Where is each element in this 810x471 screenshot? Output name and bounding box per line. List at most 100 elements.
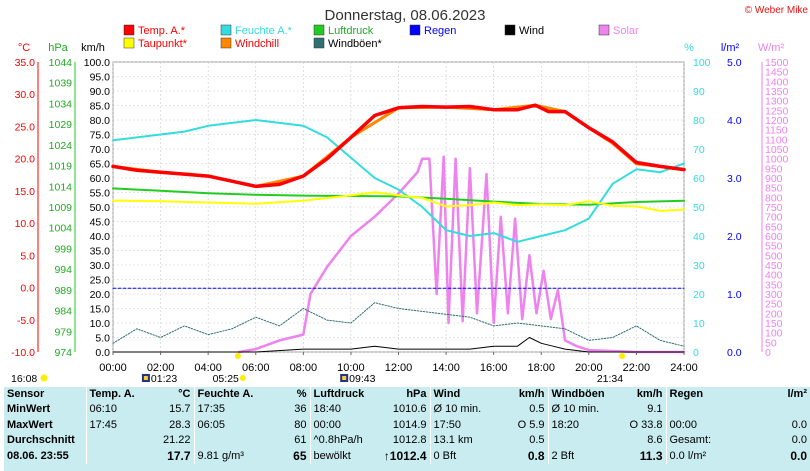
stats-cell: MaxWert	[7, 418, 53, 431]
marker-label: 16:08	[11, 373, 37, 385]
x-tick-label: 20:00	[575, 362, 603, 374]
y-tick-wind: 50.0	[90, 202, 111, 214]
sun-icon	[40, 374, 48, 382]
stats-cell: O 33.8	[629, 418, 663, 431]
y-tick-temp: 20.0	[15, 154, 36, 166]
y-tick-humidity: 80	[693, 115, 705, 127]
stats-cell: km/h	[518, 388, 545, 400]
y-tick-solar: 1100	[765, 134, 788, 146]
stats-cell: km/h	[636, 388, 663, 400]
x-tick-label: 08:00	[290, 362, 318, 374]
stats-cell: 11.3	[639, 448, 663, 463]
y-tick-pressure: 1019	[49, 161, 73, 173]
chart-title: Donnerstag, 08.06.2023	[325, 7, 486, 24]
legend-swatch	[504, 24, 516, 36]
y-tick-temp: 0.0	[20, 283, 35, 295]
y-tick-wind: 0.0	[95, 347, 110, 359]
weather-chart: Donnerstag, 08.06.2023 © Weber Mike Temp…	[11, 5, 809, 385]
stats-panel: Sensor Temp. A. °C Feuchte A.% Luftdruck hPa W…	[4, 387, 810, 471]
y-tick-pressure: 1044	[49, 57, 73, 69]
stats-header-row: Sensor Temp. A. °C Feuchte A.% Luftdruck hPa W…	[4, 387, 810, 403]
series-line-solar	[237, 155, 686, 354]
stats-cell: Regen	[665, 387, 728, 403]
stats-cell: Wind	[429, 387, 496, 403]
stats-cell: ↑1012.4	[383, 448, 427, 463]
stats-cell: 0.5	[529, 434, 545, 447]
chart-legend: Temp. A.* Feuchte A.* Luftdruck Regen Wind So…	[123, 24, 639, 50]
stats-cell: 0.0 l/m²	[665, 448, 728, 465]
legend-swatch	[220, 24, 232, 36]
y-tick-pressure: 1009	[49, 202, 73, 214]
stats-cell: Gesamt:	[665, 433, 728, 449]
stats-row: MaxWert 17:45 28.3 06:05 80 00:00 1014.9 17:50 O…	[4, 417, 810, 434]
y-tick-solar: 1500	[765, 57, 789, 69]
y-tick-solar: 1150	[765, 125, 788, 137]
y-tick-wind: 15.0	[90, 304, 111, 316]
stats-cell: 1010.6	[392, 403, 427, 416]
marker-label: 01:23	[151, 373, 177, 385]
y-tick-solar: 150	[765, 318, 783, 330]
y-tick-humidity: 100	[693, 57, 711, 69]
legend-swatch	[123, 24, 135, 36]
stats-row: MinWert 06:10 15.7 17:35 36 18:40 1010.6 Ø 10 m…	[4, 402, 810, 418]
y-tick-rain: 3.0	[727, 173, 742, 185]
x-tick-label: 04:00	[194, 362, 222, 374]
marker-label: 09:43	[349, 373, 375, 385]
chart-series	[111, 103, 686, 354]
stats-cell	[85, 448, 140, 465]
legend-label: Temp. A.*	[138, 25, 186, 37]
y-tick-temp: 25.0	[15, 121, 36, 133]
stats-cell: 08.06. 23:55	[7, 449, 69, 462]
series-line-taupunkt	[112, 191, 685, 212]
y-tick-solar: 1200	[765, 115, 789, 127]
y-tick-humidity: 60	[693, 173, 705, 185]
stats-row: Durchschnitt 21.22 61 ^0.8hPa/h 1012.8 13.1 k…	[4, 433, 810, 449]
time-markers: 16:08 01:23 05:25 09:43 21:34	[11, 353, 626, 385]
y-tick-humidity: 90	[693, 86, 705, 98]
stats-cell: Durchschnitt	[7, 434, 75, 447]
y-tick-solar: 1300	[765, 96, 789, 108]
y-tick-solar: 100	[765, 328, 783, 340]
y-tick-solar: 1000	[765, 154, 789, 166]
stats-cell: Temp. A.	[85, 387, 140, 403]
y-tick-pressure: 979	[54, 326, 72, 338]
x-tick-label: 16:00	[480, 362, 508, 374]
stats-cell: Feuchte A.	[193, 387, 260, 403]
stats-cell: 2 Bft	[547, 448, 614, 465]
sun-icon	[619, 353, 626, 359]
stats-cell: 80	[294, 418, 307, 431]
stats-cell	[193, 433, 260, 449]
x-tick-label: 06:00	[242, 362, 270, 374]
legend-label: Wind	[519, 25, 544, 37]
stats-cell: 06:05	[193, 417, 260, 434]
x-tick-label: 18:00	[527, 362, 555, 374]
y-tick-pressure: 984	[54, 306, 72, 318]
stats-cell: 21.22	[162, 434, 191, 447]
stats-cell: 15.7	[169, 403, 191, 416]
stats-cell: Ø 10 min.	[429, 402, 496, 418]
x-tick-label: 10:00	[337, 362, 365, 374]
y-tick-pressure: 1014	[49, 181, 73, 193]
legend-swatch	[123, 37, 135, 49]
stats-cell: 00:00	[665, 417, 728, 434]
y-tick-wind: 35.0	[90, 246, 111, 258]
y-tick-pressure: 989	[54, 285, 72, 297]
axis-unit-solar: W/m²	[758, 42, 785, 54]
y-tick-pressure: 1024	[49, 140, 73, 152]
stats-cell: 18:40	[309, 402, 372, 418]
y-tick-pressure: 994	[54, 264, 72, 276]
y-tick-solar: 600	[765, 231, 783, 243]
stats-cell: 28.3	[169, 418, 191, 431]
legend-swatch	[313, 24, 325, 36]
x-tick-label: 24:00	[670, 362, 698, 374]
y-tick-humidity: 0	[693, 347, 699, 359]
axis-unit-pressure: hPa	[48, 42, 68, 54]
y-tick-solar: 250	[765, 299, 783, 311]
y-tick-rain: 0.0	[727, 347, 742, 359]
y-tick-solar: 500	[765, 250, 783, 262]
y-tick-wind: 20.0	[90, 289, 111, 301]
y-tick-wind: 100.0	[84, 57, 110, 69]
series-line-temp-a	[111, 103, 686, 189]
y-tick-pressure: 1004	[49, 223, 73, 235]
stats-cell: 1014.9	[392, 418, 427, 431]
